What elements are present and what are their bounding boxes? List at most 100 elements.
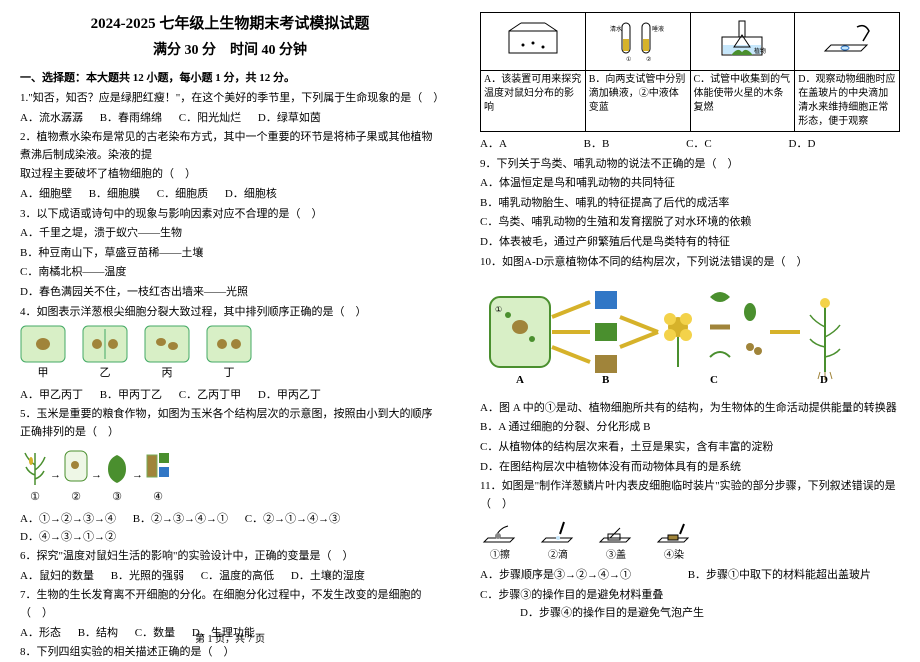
q6-options: A．鼠妇的数量 B．光照的强弱 C．温度的高低 D．土壤的湿度 — [20, 568, 440, 586]
q9-A: A．体温恒定是鸟和哺乳动物的共同特征 — [480, 175, 900, 193]
q5-label-1: ① — [30, 489, 40, 507]
page-footer: 第 1 页，共 7 页 — [0, 632, 460, 648]
cell-drawing-b — [82, 325, 128, 363]
step-1-label: ①擦 — [490, 548, 510, 564]
q11-steps: ①擦 ②滴 ③盖 — [480, 516, 900, 564]
q1-D: D．绿草如茵 — [258, 110, 321, 128]
q5-label-4: ④ — [153, 489, 163, 507]
q6-D: D．土壤的湿度 — [291, 568, 365, 586]
q4-label-d: 丁 — [224, 365, 235, 383]
exp-desc-A: A．该装置可用来探究温度对鼠妇分布的影响 — [481, 71, 586, 132]
q4-A: A．甲乙丙丁 — [20, 387, 83, 405]
page-title: 2024-2025 七年级上生物期末考试模拟试题 — [20, 12, 440, 36]
q6-stem: 6．探究"温度对鼠妇生活的影响"的实验设计中，正确的变量是（ ） — [20, 548, 440, 566]
q2-B: B．细胞膜 — [89, 186, 140, 204]
q4-options: A．甲乙丙丁 B．甲丙丁乙 C．乙丙丁甲 D．甲丙乙丁 — [20, 387, 440, 405]
box-apparatus-icon — [503, 17, 563, 61]
q11-D: D．步骤④的操作目的是避免气泡产生 — [520, 605, 704, 623]
q8-options: A．A B．B C．C D．D — [480, 136, 900, 154]
q8-A: A．A — [480, 136, 507, 154]
q3-B: B．种豆南山下，草盛豆苗稀——土壤 — [20, 245, 440, 263]
cell-icon — [61, 445, 91, 487]
stain-icon — [654, 516, 694, 548]
q11-stem: 11．如图是"制作洋葱鳞片叶内表皮细胞临时装片"实验的部分步骤，下列叙述错误的是… — [480, 478, 900, 513]
corn-plant-icon — [20, 445, 50, 487]
q6-A: A．鼠妇的数量 — [20, 568, 94, 586]
cell-drawing-a — [20, 325, 66, 363]
q9-B: B．哺乳动物胎生、哺乳的特征提高了后代的成活率 — [480, 195, 900, 213]
q5-label-3: ③ — [112, 489, 122, 507]
q9-D: D．体表被毛，通过产卵繁殖后代是鸟类特有的特征 — [480, 234, 900, 252]
q2-A: A．细胞壁 — [20, 186, 72, 204]
q10-D: D．在图结构层次中植物体没有而动物体具有的是系统 — [480, 459, 900, 477]
test-tubes-icon: ①② 清水唾液 — [608, 17, 668, 61]
tissue-icon — [143, 445, 173, 487]
q6-C: C．温度的高低 — [201, 568, 274, 586]
svg-text:C: C — [710, 374, 718, 386]
q1-C: C．阳光灿烂 — [179, 110, 241, 128]
q2-stem-line2: 取过程主要破坏了植物细胞的（ ） — [20, 166, 440, 184]
step-2-label: ②滴 — [548, 548, 568, 564]
experiment-table: ①② 清水唾液 植物 — [480, 12, 900, 132]
exp-desc-B: B．向两支试管中分别滴加碘液，②中液体变蓝 — [585, 71, 690, 132]
q4-label-a: 甲 — [38, 365, 49, 383]
step-3-label: ③盖 — [606, 548, 626, 564]
exp-desc-C: C．试管中收集到的气体能使带火星的木条复燃 — [690, 71, 795, 132]
svg-text:清水: 清水 — [610, 25, 622, 33]
cell-drawing-c — [144, 325, 190, 363]
svg-text:植物: 植物 — [754, 47, 766, 55]
q10-C: C．从植物体的结构层次来看，土豆是果实，含有丰富的淀粉 — [480, 439, 900, 457]
q5-options: A．①→②→③→④ B．②→③→④→① C．②→①→④→③ D．④→③→①→② — [20, 511, 440, 546]
q2-options: A．细胞壁 B．细胞膜 C．细胞质 D．细胞核 — [20, 186, 440, 204]
q4-figures: 甲 乙 丙 — [20, 325, 440, 383]
q3-D: D．春色满园关不住，一枝红杏出墙来——光照 — [20, 284, 440, 302]
q5-label-2: ② — [71, 489, 81, 507]
q4-C: C．乙丙丁甲 — [179, 387, 241, 405]
q2-D: D．细胞核 — [225, 186, 277, 204]
q5-D: D．④→③→①→② — [20, 529, 116, 547]
q11-options-row2: C．步骤③的操作目的是避免材料重叠 D．步骤④的操作目的是避免气泡产生 — [480, 587, 900, 622]
q1-options: A．流水潺潺 B．春雨绵绵 C．阳光灿烂 D．绿草如茵 — [20, 110, 440, 128]
wipe-icon — [480, 516, 520, 548]
q5-stem: 5．玉米是重要的粮食作物，如图为玉米各个结构层次的示意图，按照由小到大的顺序正确… — [20, 406, 440, 441]
cover-icon — [596, 516, 636, 548]
arrow-icon: → — [132, 467, 143, 485]
q5-figures: ① → ② → ③ → — [20, 445, 440, 507]
q2-stem-line1: 2．植物煮水染布是常见的古老染布方式，其中一个重要的环节是将柿子果或其他植物煮沸… — [20, 129, 440, 164]
q6-B: B．光照的强弱 — [111, 568, 184, 586]
q8-C: C．C — [686, 136, 712, 154]
svg-text:D: D — [820, 374, 828, 386]
svg-text:唾液: 唾液 — [652, 25, 664, 33]
q1-B: B．春雨绵绵 — [100, 110, 162, 128]
q3-stem: 3．以下成语或诗句中的现象与影响因素对应不合理的是（ ） — [20, 206, 440, 224]
q4-D: D．甲丙乙丁 — [258, 387, 321, 405]
funnel-plant-icon: 植物 — [712, 17, 772, 61]
q1-A: A．流水潺潺 — [20, 110, 83, 128]
q9-stem: 9．下列关于鸟类、哺乳动物的说法不正确的是（ ） — [480, 156, 900, 174]
svg-text:①: ① — [495, 305, 502, 314]
q4-label-c: 丙 — [162, 365, 173, 383]
q3-C: C．南橘北枳——温度 — [20, 264, 440, 282]
q4-stem: 4．如图表示洋葱根尖细胞分裂大致过程，其中排列顺序正确的是（ ） — [20, 304, 440, 322]
q10-stem: 10．如图A-D示意植物体不同的结构层次，下列说法错误的是（ ） — [480, 254, 900, 272]
q10-B: B．A 通过细胞的分裂、分化形成 B — [480, 419, 900, 437]
svg-text:B: B — [602, 374, 610, 386]
q10-A: A．图 A 中的①是动、植物细胞所共有的结构，为生物体的生命活动提供能量的转换器 — [480, 400, 900, 418]
q7-stem: 7．生物的生长发育离不开细胞的分化。在细胞分化过程中，不发生改变的是细胞的（ ） — [20, 587, 440, 622]
q11-C: C．步骤③的操作目的是避免材料重叠 — [480, 587, 663, 605]
q11-B: B．步骤①中取下的材料能超出盖玻片 — [688, 567, 871, 585]
page-subtitle: 满分 30 分 时间 40 分钟 — [20, 40, 440, 62]
exp-desc-D: D．观察动物细胞时应在盖玻片的中央滴加清水来维持细胞正常形态，便于观察 — [795, 71, 900, 132]
q4-label-b: 乙 — [100, 365, 111, 383]
q11-options-row1: A．步骤顺序是③→②→④→① B．步骤①中取下的材料能超出盖玻片 — [480, 567, 900, 585]
q5-A: A．①→②→③→④ — [20, 511, 116, 529]
slide-drop-icon — [817, 17, 877, 61]
q8-D: D．D — [789, 136, 816, 154]
q4-B: B．甲丙丁乙 — [100, 387, 162, 405]
arrow-icon: → — [50, 467, 61, 485]
q5-C: C．②→①→④→③ — [245, 511, 340, 529]
q5-B: B．②→③→④→① — [133, 511, 228, 529]
step-4-label: ④染 — [664, 548, 684, 564]
cell-drawing-d — [206, 325, 252, 363]
section-heading: 一、选择题：本大题共 12 小题，每小题 1 分，共 12 分。 — [20, 70, 440, 88]
